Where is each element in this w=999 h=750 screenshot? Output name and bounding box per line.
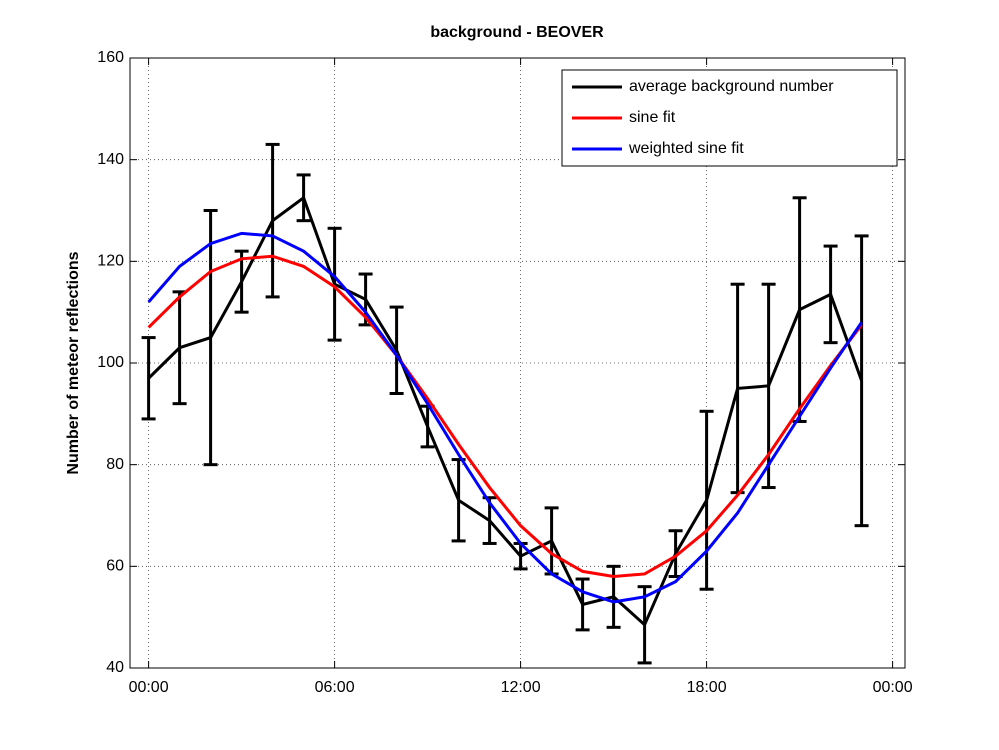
error-bar xyxy=(699,409,714,591)
series-line xyxy=(147,231,863,604)
x-tick-label: 18:00 xyxy=(687,679,727,696)
error-bar xyxy=(854,234,869,528)
error-bar xyxy=(637,585,652,665)
error-bar xyxy=(823,244,838,345)
y-tick-label: 160 xyxy=(97,49,124,66)
legend-label: average background number xyxy=(629,78,834,95)
plot-frame xyxy=(129,57,906,669)
y-tick-label: 80 xyxy=(106,456,124,473)
x-tick-label: 00:00 xyxy=(873,679,913,696)
y-tick-label: 100 xyxy=(97,354,124,371)
y-tick-label: 60 xyxy=(106,558,124,575)
legend-label: weighted sine fit xyxy=(628,140,744,157)
error-bar xyxy=(296,173,311,223)
error-bar xyxy=(234,249,249,314)
legend-label: sine fit xyxy=(629,109,676,126)
error-bar xyxy=(203,209,218,467)
error-bar xyxy=(265,142,280,299)
series-line xyxy=(147,254,863,579)
y-tick-label: 120 xyxy=(97,253,124,270)
y-tick-label: 140 xyxy=(97,151,124,168)
chart-title: background - BEOVER xyxy=(430,24,604,41)
error-bar xyxy=(389,305,404,395)
series-line xyxy=(147,195,864,628)
error-bar xyxy=(327,226,342,342)
x-tick-label: 00:00 xyxy=(129,679,169,696)
x-tick-label: 06:00 xyxy=(315,679,355,696)
x-tick-label: 12:00 xyxy=(501,679,541,696)
y-tick-label: 40 xyxy=(106,659,124,676)
error-bar xyxy=(141,336,156,421)
y-axis-label: Number of meteor reflections xyxy=(65,251,82,474)
error-bar xyxy=(730,282,745,495)
error-bar xyxy=(575,577,590,632)
